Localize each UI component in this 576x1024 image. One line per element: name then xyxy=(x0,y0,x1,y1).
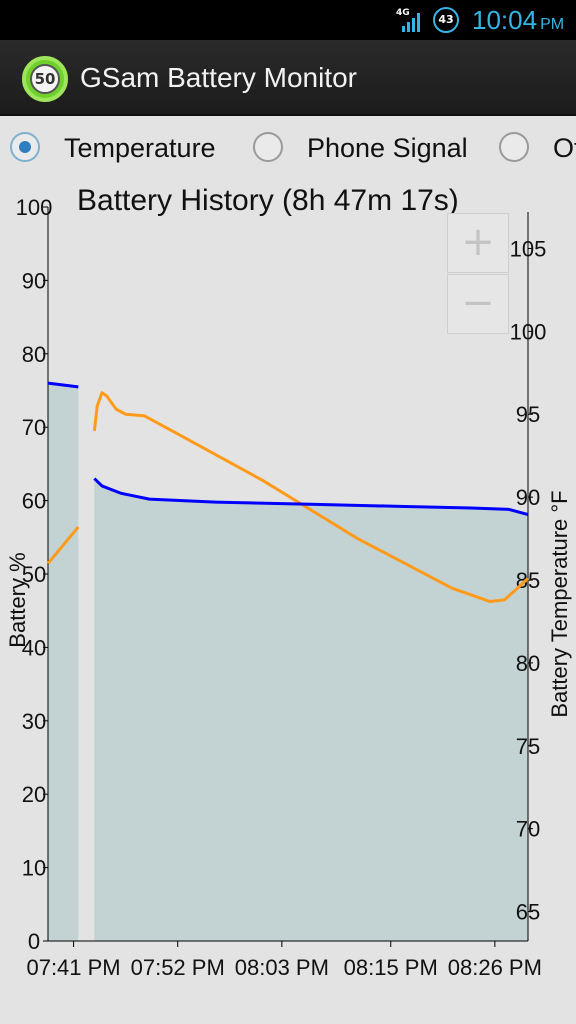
clock-time: 10:04 xyxy=(472,5,538,35)
radio-checked-icon[interactable] xyxy=(10,132,40,162)
radio-label: Phone Signal xyxy=(307,133,468,163)
app-title: GSam Battery Monitor xyxy=(80,62,357,93)
zoom-out-button[interactable]: − xyxy=(447,274,509,334)
y-tick-label: 40 xyxy=(22,635,46,660)
y-tick-label: 70 xyxy=(22,415,46,440)
y2-tick-label: 70 xyxy=(516,817,540,842)
y-tick-label: 30 xyxy=(22,709,46,734)
battery-percent-badge: 43 xyxy=(433,7,459,33)
radio-label: Temperature xyxy=(64,133,216,163)
y2-tick-label: 105 xyxy=(510,236,547,261)
y-axis-label: Battery % xyxy=(5,552,30,647)
temperature-line-0 xyxy=(46,525,80,565)
y-tick-label: 100 xyxy=(16,195,53,220)
y-tick-label: 80 xyxy=(22,342,46,367)
y2-tick-label: 80 xyxy=(516,651,540,676)
radio-label: Ot xyxy=(553,133,576,163)
battery-line-0 xyxy=(47,381,79,389)
radio-unchecked-icon[interactable] xyxy=(253,132,283,162)
status-bar: 4G 43 10:04 PM xyxy=(0,0,576,40)
y2-tick-label: 90 xyxy=(516,485,540,510)
y-tick-label: 60 xyxy=(22,489,46,514)
y2-tick-label: 100 xyxy=(510,319,547,344)
y2-tick-label: 65 xyxy=(516,900,540,925)
signal-strength-icon: 4G xyxy=(396,8,420,32)
battery-line-1 xyxy=(93,477,529,516)
x-tick-label: 08:15 PM xyxy=(344,955,438,980)
temperature-line-1 xyxy=(92,391,530,604)
app-logo-icon[interactable]: 50 xyxy=(22,56,68,102)
graph-type-selector: Temperature Phone Signal Ot xyxy=(0,118,576,178)
app-logo-value: 50 xyxy=(30,64,60,94)
y-tick-label: 90 xyxy=(22,268,46,293)
network-type-label: 4G xyxy=(396,8,410,18)
x-tick-label: 08:26 PM xyxy=(448,955,542,980)
x-tick-label: 08:03 PM xyxy=(235,955,329,980)
status-clock: 10:04 PM xyxy=(472,5,564,36)
x-tick-label: 07:41 PM xyxy=(26,955,120,980)
zoom-in-button[interactable]: + xyxy=(447,213,509,273)
clock-ampm: PM xyxy=(540,16,565,33)
radio-unchecked-icon[interactable] xyxy=(499,132,529,162)
battery-history-chart[interactable]: 0 10 20 30 40 50 60 70 80 90 100 65 70 75 80 85 90 95 100 1… xyxy=(0,178,576,1024)
y2-tick-label: 85 xyxy=(516,568,540,593)
y-tick-label: 20 xyxy=(22,782,46,807)
y-tick-label: 0 xyxy=(28,929,40,954)
y2-tick-label: 75 xyxy=(516,734,540,759)
battery-area-1 xyxy=(94,478,528,941)
y2-tick-label: 95 xyxy=(516,402,540,427)
x-tick-label: 07:52 PM xyxy=(131,955,225,980)
battery-area-0 xyxy=(48,383,79,941)
y-tick-label: 10 xyxy=(22,856,46,881)
action-bar: 50 GSam Battery Monitor xyxy=(0,40,576,116)
y2-axis-label: Battery Temperature °F xyxy=(547,490,572,717)
chart-title: Battery History (8h 47m 17s) xyxy=(77,184,459,217)
y-tick-label: 50 xyxy=(22,562,46,587)
